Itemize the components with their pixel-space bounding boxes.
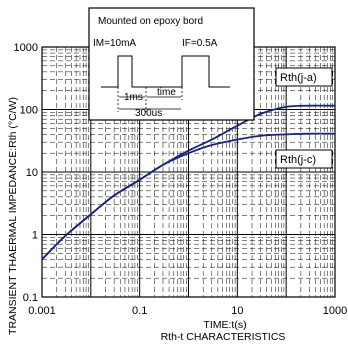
y-tick-label: 1000 [14, 42, 38, 54]
x-tick-label: 0.001 [28, 305, 56, 317]
y-tick-label: 10 [26, 167, 38, 179]
x-tick-label: 1000 [323, 305, 347, 317]
series-label-rth-jc-box: Rth(j-c) [275, 149, 333, 169]
pulse-right [146, 55, 230, 88]
x-axis-title: TIME:t(s) [203, 319, 246, 331]
inset-t1-label: 1ms [124, 92, 143, 103]
series-label-rth-ja: Rth(j-a) [280, 72, 317, 84]
y-axis-title: TRANSIENT THAERMAL IMPEDANCE:Rth (°C/W) [7, 97, 19, 335]
inset-if-label: IF=0.5A [182, 38, 218, 49]
x-tick-label: 10 [231, 305, 243, 317]
curves [41, 104, 336, 261]
series-label-rth-jc: Rth(j-c) [280, 154, 316, 166]
inset-box: Mounted on epoxy bord IM=10mA IF=0.5A 1m… [88, 7, 255, 121]
chart-caption: Rth-t CHARACTERISTICS [161, 331, 286, 343]
inset-im-label: IM=10mA [93, 38, 136, 49]
pulse-left [101, 55, 146, 88]
y-tick-label: 100 [20, 105, 38, 117]
inset-t2-label: time [157, 87, 176, 98]
y-tick-label: 0.1 [23, 292, 38, 304]
y-tick-label: 1 [32, 230, 38, 242]
series-label-rth-ja-box: Rth(j-a) [275, 67, 333, 87]
series-line-rth-jc [41, 132, 336, 261]
x-tick-label: 0.1 [132, 305, 147, 317]
inset-title: Mounted on epoxy bord [98, 16, 203, 27]
inset-t3-label: 300us [135, 108, 162, 119]
